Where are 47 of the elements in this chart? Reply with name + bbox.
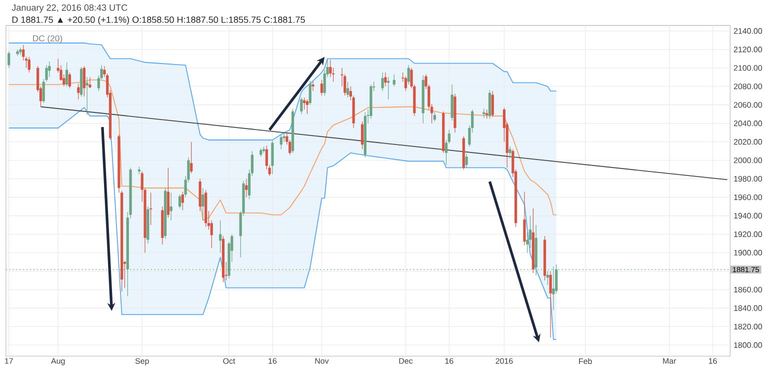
candlestick <box>219 220 222 253</box>
text: January 22, 2016 08:43 UTC <box>12 4 128 13</box>
candlestick <box>508 146 512 159</box>
candlestick <box>190 141 193 174</box>
chart-title: D 1881.75 ▲ +20.50 (+1.1%) O:1858.50 H:1887.50 L:1855.75 C:1881.75 <box>12 16 305 25</box>
candlestick <box>300 97 303 114</box>
candlestick <box>528 215 532 248</box>
candlestick <box>320 80 324 96</box>
candlestick <box>68 72 71 89</box>
candlestick <box>407 64 410 85</box>
candlestick <box>271 140 274 174</box>
candlestick <box>404 76 408 92</box>
candlestick <box>88 76 92 89</box>
candlestick <box>552 266 555 310</box>
candlestick <box>384 72 387 87</box>
candlestick <box>280 135 282 150</box>
candlestick <box>312 81 314 92</box>
candlestick <box>491 90 494 118</box>
candlestick <box>346 81 350 98</box>
candlestick <box>433 112 436 122</box>
candlestick <box>77 83 80 100</box>
candlestick <box>22 44 25 61</box>
candlestick <box>178 194 182 209</box>
candlestick <box>86 76 88 116</box>
candlestick <box>465 154 468 168</box>
candlestick <box>549 270 552 338</box>
annotation: DC (20) <box>33 35 62 44</box>
candlestick <box>181 191 184 210</box>
candlestick <box>28 56 30 73</box>
candlestick <box>82 66 86 97</box>
candlestick <box>202 188 204 221</box>
candlestick <box>245 178 248 198</box>
candlestick <box>488 90 492 119</box>
candlestick <box>392 74 396 87</box>
candlestick <box>360 121 364 150</box>
candlestick <box>8 50 10 68</box>
candlestick <box>523 191 526 246</box>
candlestick <box>306 98 309 114</box>
candlestick <box>166 167 170 218</box>
candlestick <box>170 192 172 221</box>
candlestick <box>381 72 384 92</box>
candlestick <box>450 84 454 121</box>
candlestick <box>149 192 152 226</box>
candlestick <box>308 80 312 106</box>
candlestick <box>65 62 68 87</box>
candlestick <box>486 109 488 119</box>
candlestick <box>16 49 19 56</box>
